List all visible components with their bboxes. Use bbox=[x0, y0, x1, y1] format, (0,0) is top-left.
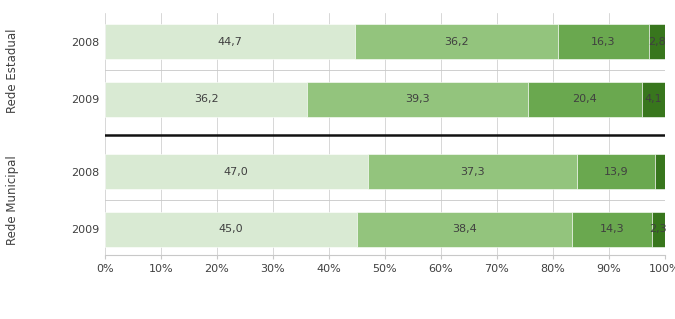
Text: 14,3: 14,3 bbox=[599, 224, 624, 234]
Text: 44,7: 44,7 bbox=[217, 37, 242, 47]
Bar bbox=[368, 154, 577, 189]
Text: 2,8: 2,8 bbox=[648, 37, 666, 47]
Bar bbox=[572, 212, 652, 247]
Text: 45,0: 45,0 bbox=[219, 224, 243, 234]
Bar bbox=[105, 82, 307, 117]
Text: 2,3: 2,3 bbox=[649, 224, 668, 234]
Text: Rede Municipal: Rede Municipal bbox=[5, 155, 19, 245]
Text: 13,9: 13,9 bbox=[603, 167, 628, 176]
Legend: Elementar I, Elementar II, Básico, Desejável: Elementar I, Elementar II, Básico, Desej… bbox=[210, 315, 560, 319]
Text: 47,0: 47,0 bbox=[224, 167, 248, 176]
Text: 20,4: 20,4 bbox=[572, 94, 597, 104]
Bar bbox=[558, 24, 649, 59]
Bar bbox=[577, 154, 655, 189]
Text: 36,2: 36,2 bbox=[194, 94, 218, 104]
Bar bbox=[528, 82, 642, 117]
Text: 16,3: 16,3 bbox=[591, 37, 616, 47]
Bar bbox=[642, 82, 665, 117]
Bar bbox=[355, 24, 558, 59]
Bar bbox=[652, 212, 665, 247]
Bar bbox=[105, 212, 356, 247]
Text: 39,3: 39,3 bbox=[405, 94, 430, 104]
Bar bbox=[105, 24, 355, 59]
Bar bbox=[655, 154, 666, 189]
Text: Rede Estadual: Rede Estadual bbox=[5, 28, 19, 113]
Text: 4,1: 4,1 bbox=[645, 94, 662, 104]
Bar bbox=[307, 82, 528, 117]
Bar bbox=[105, 154, 368, 189]
Text: 38,4: 38,4 bbox=[452, 224, 477, 234]
Bar bbox=[356, 212, 572, 247]
Text: 37,3: 37,3 bbox=[460, 167, 485, 176]
Bar bbox=[649, 24, 665, 59]
Text: 36,2: 36,2 bbox=[444, 37, 468, 47]
